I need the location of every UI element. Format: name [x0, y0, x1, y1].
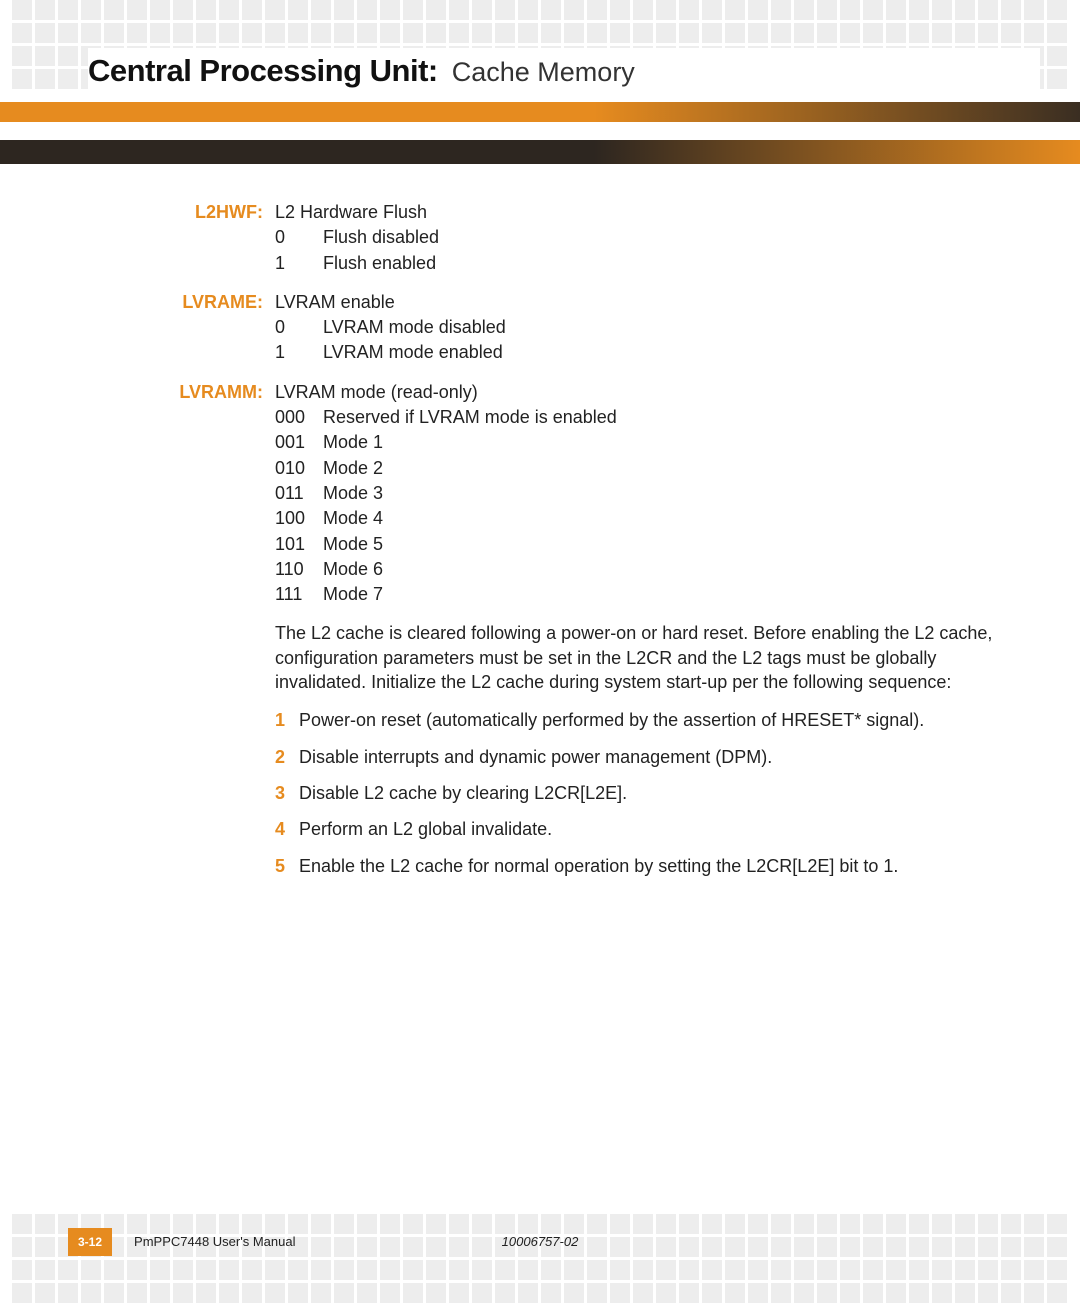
field-value-desc: Flush disabled [323, 225, 439, 249]
step-row: 5Enable the L2 cache for normal operatio… [275, 854, 1010, 878]
field-value-desc: Mode 4 [323, 506, 383, 530]
step-text: Power-on reset (automatically performed … [299, 708, 1010, 732]
intro-paragraph: The L2 cache is cleared following a powe… [275, 621, 1010, 694]
field-value-code: 1 [275, 251, 323, 275]
field-value-desc: Mode 3 [323, 481, 383, 505]
field-value-desc: Mode 7 [323, 582, 383, 606]
field-body: LVRAM mode (read-only)000Reserved if LVR… [275, 380, 1010, 608]
step-text: Disable interrupts and dynamic power man… [299, 745, 1010, 769]
footer-doc-number: 10006757-02 [502, 1233, 579, 1251]
field-0: L2HWF:L2 Hardware Flush0Flush disabled1F… [88, 200, 1010, 276]
field-value-code: 000 [275, 405, 323, 429]
header-bar-dark [0, 140, 1080, 164]
field-label: LVRAME: [88, 290, 275, 366]
field-label: LVRAMM: [88, 380, 275, 608]
field-value-row: 101Mode 5 [275, 532, 1010, 556]
field-value-code: 110 [275, 557, 323, 581]
field-title: L2 Hardware Flush [275, 200, 1010, 224]
field-value-row: 100Mode 4 [275, 506, 1010, 530]
field-value-row: 0LVRAM mode disabled [275, 315, 1010, 339]
field-value-desc: LVRAM mode enabled [323, 340, 503, 364]
title-main: Central Processing Unit: [88, 50, 438, 92]
field-value-code: 010 [275, 456, 323, 480]
field-value-row: 000Reserved if LVRAM mode is enabled [275, 405, 1010, 429]
step-row: 2Disable interrupts and dynamic power ma… [275, 745, 1010, 769]
field-value-desc: Reserved if LVRAM mode is enabled [323, 405, 617, 429]
footer-manual-title: PmPPC7448 User's Manual [134, 1233, 295, 1251]
field-value-code: 101 [275, 532, 323, 556]
field-value-code: 001 [275, 430, 323, 454]
step-text: Disable L2 cache by clearing L2CR[L2E]. [299, 781, 1010, 805]
field-value-desc: Mode 5 [323, 532, 383, 556]
step-number: 4 [275, 817, 299, 841]
steps-list: 1Power-on reset (automatically performed… [275, 708, 1010, 877]
page-footer: 3-12 PmPPC7448 User's Manual 10006757-02 [68, 1228, 1012, 1256]
field-value-desc: Mode 2 [323, 456, 383, 480]
field-value-desc: LVRAM mode disabled [323, 315, 506, 339]
field-value-code: 111 [275, 582, 323, 606]
page-title: Central Processing Unit: Cache Memory [88, 48, 1040, 94]
field-value-code: 011 [275, 481, 323, 505]
field-value-row: 011Mode 3 [275, 481, 1010, 505]
step-text: Enable the L2 cache for normal operation… [299, 854, 1010, 878]
field-1: LVRAME:LVRAM enable0LVRAM mode disabled1… [88, 290, 1010, 366]
field-body: L2 Hardware Flush0Flush disabled1Flush e… [275, 200, 1010, 276]
field-value-row: 111Mode 7 [275, 582, 1010, 606]
step-text: Perform an L2 global invalidate. [299, 817, 1010, 841]
field-value-row: 010Mode 2 [275, 456, 1010, 480]
title-sub: Cache Memory [452, 54, 635, 90]
field-label: L2HWF: [88, 200, 275, 276]
field-value-row: 0Flush disabled [275, 225, 1010, 249]
field-value-desc: Flush enabled [323, 251, 436, 275]
step-number: 1 [275, 708, 299, 732]
field-2: LVRAMM:LVRAM mode (read-only)000Reserved… [88, 380, 1010, 608]
step-row: 4Perform an L2 global invalidate. [275, 817, 1010, 841]
field-body: LVRAM enable0LVRAM mode disabled1LVRAM m… [275, 290, 1010, 366]
field-value-code: 100 [275, 506, 323, 530]
field-value-row: 1LVRAM mode enabled [275, 340, 1010, 364]
field-title: LVRAM enable [275, 290, 1010, 314]
field-value-row: 110Mode 6 [275, 557, 1010, 581]
step-number: 2 [275, 745, 299, 769]
field-value-code: 1 [275, 340, 323, 364]
step-number: 5 [275, 854, 299, 878]
field-value-row: 001Mode 1 [275, 430, 1010, 454]
field-value-desc: Mode 6 [323, 557, 383, 581]
field-value-code: 0 [275, 315, 323, 339]
field-title: LVRAM mode (read-only) [275, 380, 1010, 404]
field-value-code: 0 [275, 225, 323, 249]
page-number-badge: 3-12 [68, 1228, 112, 1256]
header-bar-orange [0, 102, 1080, 122]
field-value-row: 1Flush enabled [275, 251, 1010, 275]
step-row: 1Power-on reset (automatically performed… [275, 708, 1010, 732]
content-area: L2HWF:L2 Hardware Flush0Flush disabled1F… [88, 200, 1010, 890]
step-row: 3Disable L2 cache by clearing L2CR[L2E]. [275, 781, 1010, 805]
field-value-desc: Mode 1 [323, 430, 383, 454]
step-number: 3 [275, 781, 299, 805]
